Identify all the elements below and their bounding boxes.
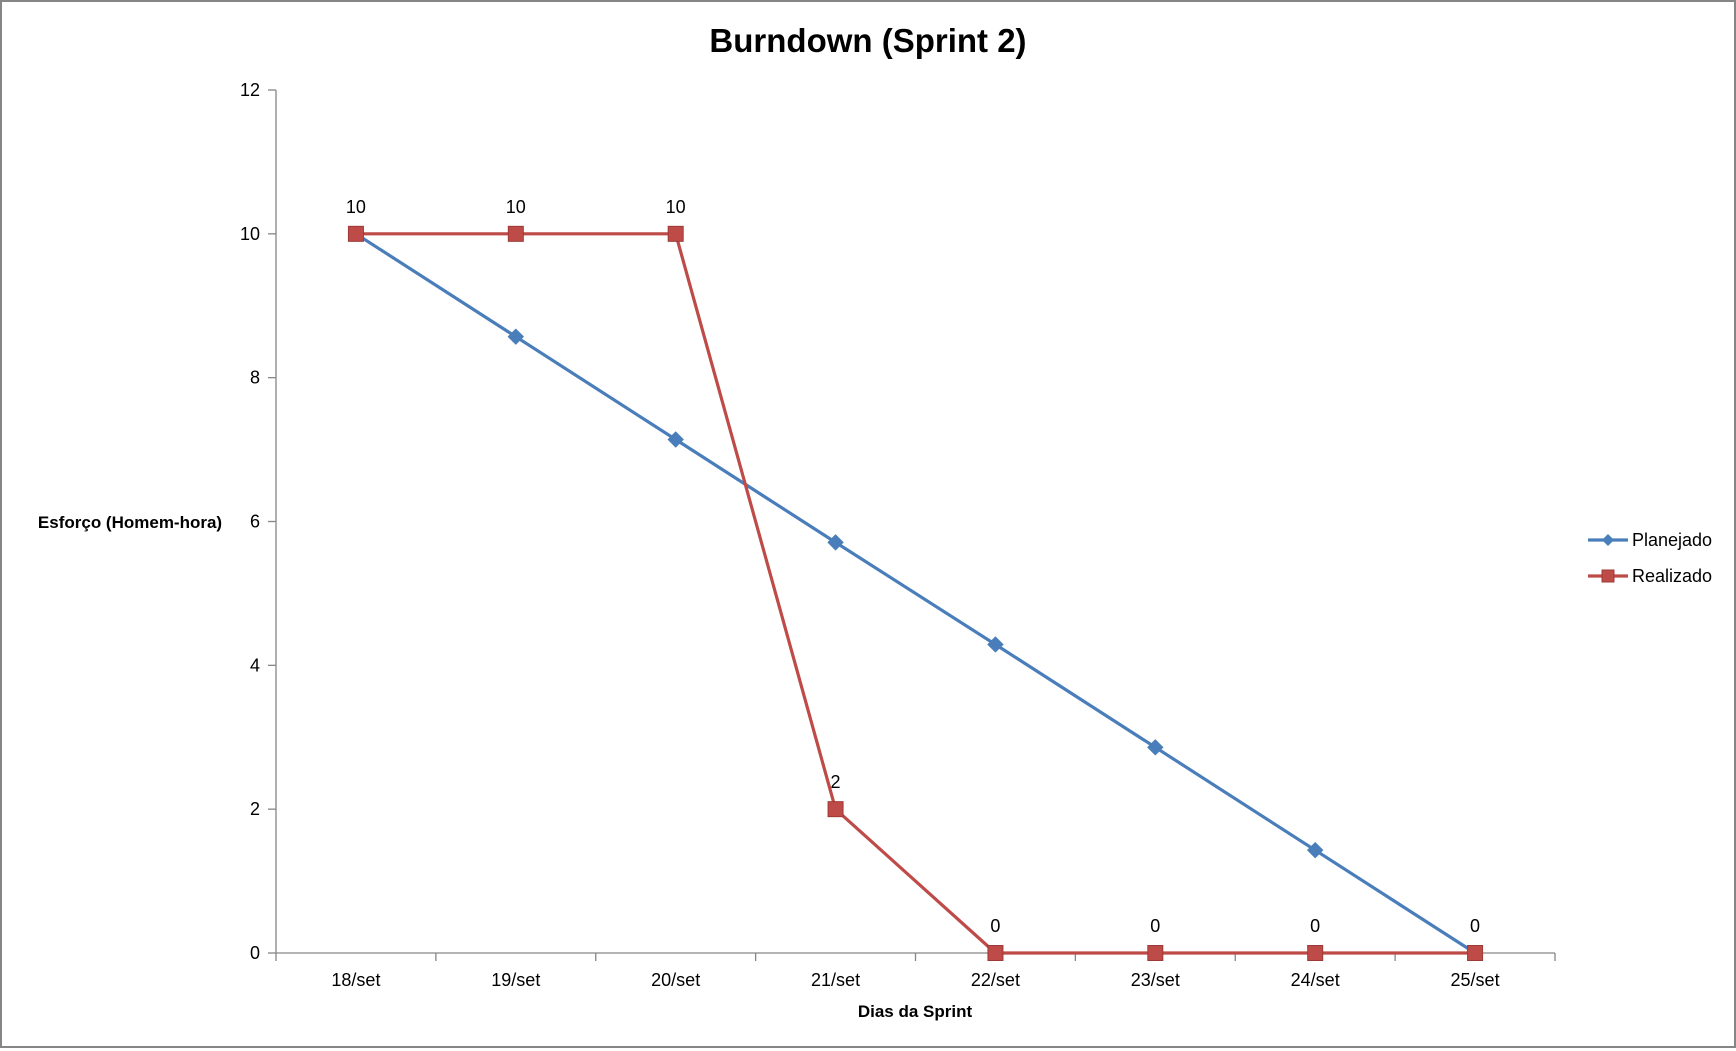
axes: 0 2 4 6 8 10 12 18/set 19/set 20/set 21/set 22/set 2… [240,80,1556,990]
data-label: 10 [506,197,526,217]
series-line [355,232,1476,955]
data-point-planejado [507,328,525,345]
data-point-planejado [827,534,844,551]
legend-marker [1601,569,1615,583]
y-axis-title: Esforço (Homem-hora) [38,513,222,532]
y-tick-label: 2 [250,799,260,819]
y-tick-label: 0 [250,943,260,963]
data-label: 2 [831,772,841,792]
legend-label: Planejado [1632,530,1712,550]
data-point-realizado [667,225,684,242]
chart-title: Burndown (Sprint 2) [709,22,1026,59]
series-realizado: 10 10 10 2 0 0 0 0 [346,197,1484,961]
legend-item-realizado: Realizado [1588,566,1712,586]
x-axis-title: Dias da Sprint [858,1002,973,1021]
x-tick-label: 21/set [811,970,860,990]
legend-item-planejado: Planejado [1588,530,1712,550]
y-tick-label: 8 [250,368,260,388]
data-label: 10 [346,197,366,217]
data-label: 0 [990,916,1000,936]
x-tick-label: 19/set [491,970,540,990]
data-label: 10 [666,197,686,217]
x-tick-label: 24/set [1291,970,1340,990]
x-tick-label: 20/set [651,970,700,990]
data-point-realizado [1147,945,1164,961]
data-point-planejado [987,636,1004,653]
data-label: 0 [1470,916,1480,936]
y-tick-label: 10 [240,224,260,244]
data-point-realizado [507,225,524,242]
x-tick-label: 18/set [331,970,380,990]
y-tick-label: 6 [250,512,260,532]
data-point-planejado [1306,841,1324,859]
series-layer: 10 10 10 2 0 0 0 0 [346,197,1484,962]
legend-label: Realizado [1632,566,1712,586]
data-label: 0 [1150,916,1160,936]
y-tick-label: 12 [240,80,260,100]
data-label: 0 [1310,916,1320,936]
series-line [355,232,1476,955]
x-tick-label: 25/set [1451,970,1500,990]
legend: Planejado Realizado [1588,530,1712,586]
y-tick-label: 4 [250,655,260,675]
legend-marker [1602,534,1614,546]
x-tick-label: 23/set [1131,970,1180,990]
data-point-realizado [347,225,364,242]
data-point-realizado [1467,945,1484,961]
data-point-planejado [1147,739,1164,756]
data-point-realizado [827,801,844,818]
series-planejado [347,225,1484,962]
x-tick-label: 22/set [971,970,1020,990]
data-point-planejado [667,431,684,448]
data-point-realizado [1307,945,1324,961]
data-point-realizado [987,945,1004,961]
